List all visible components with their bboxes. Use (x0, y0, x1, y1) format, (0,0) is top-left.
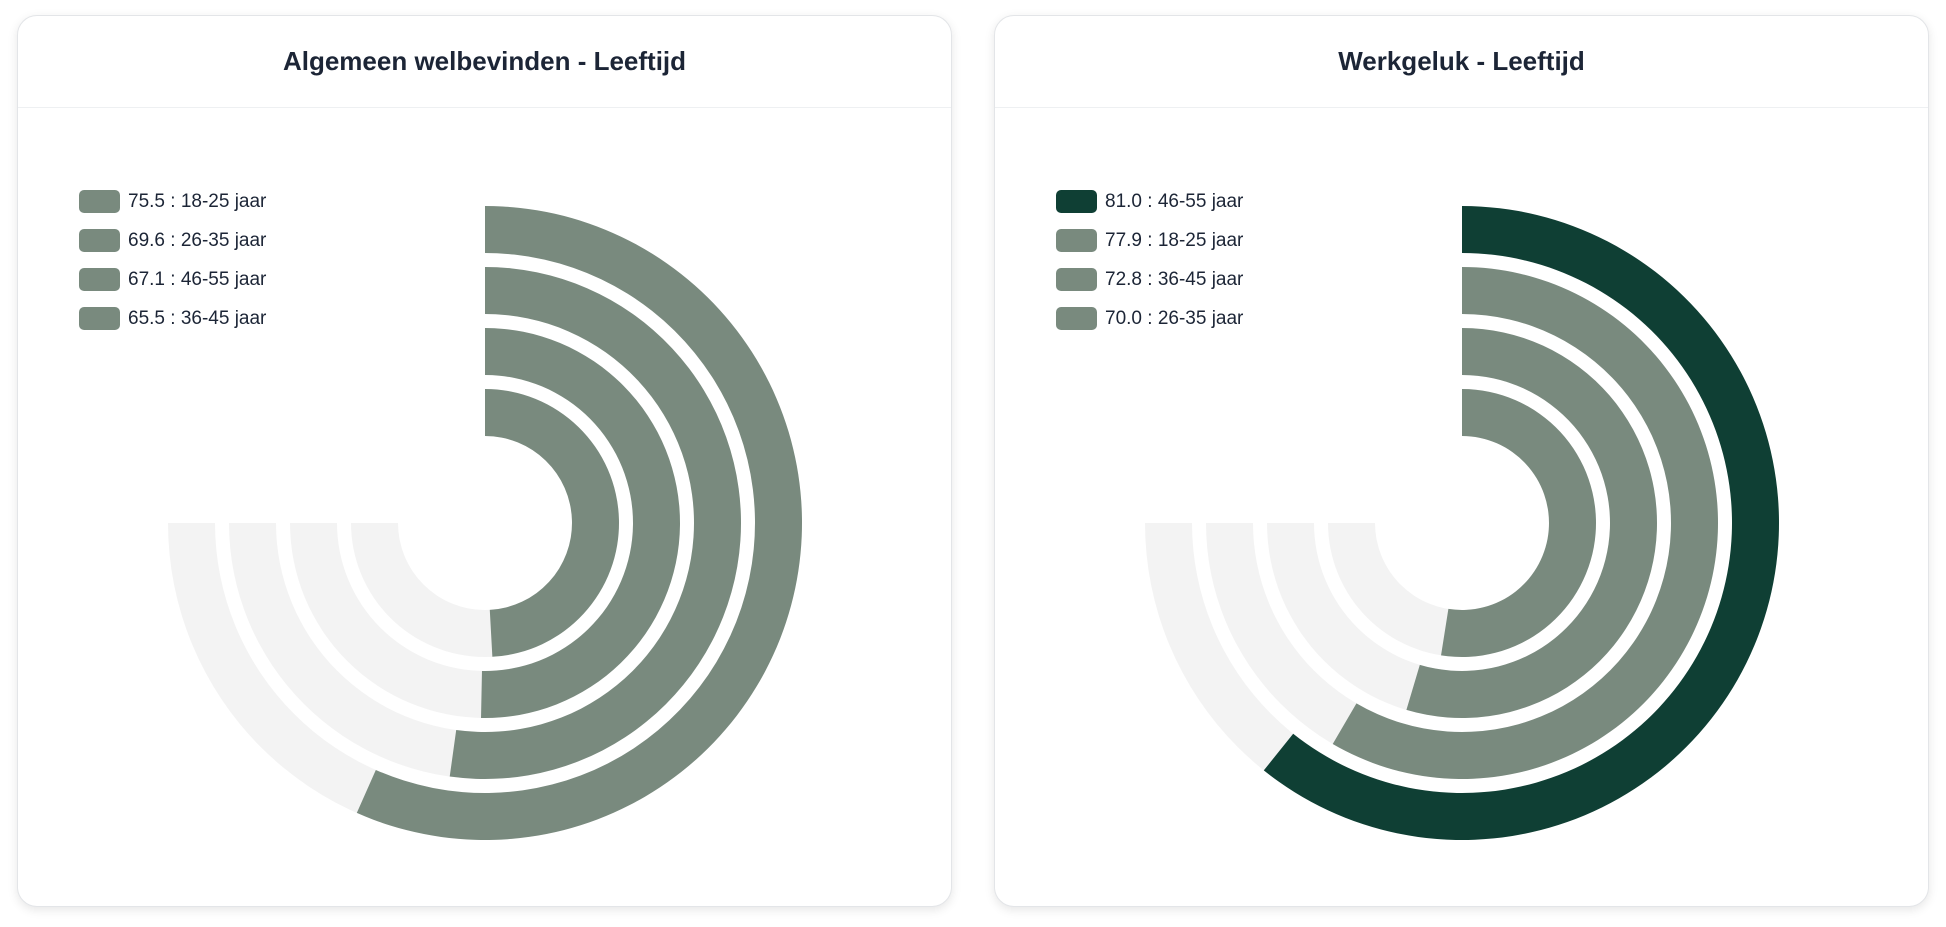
legend-swatch (1056, 307, 1097, 330)
ring-bar-26-35-jaar[interactable] (449, 267, 742, 780)
legend-item[interactable]: 77.9 : 18-25 jaar (1056, 221, 1243, 260)
legend-label: 72.8 : 36-45 jaar (1105, 268, 1244, 290)
legend-swatch (1056, 190, 1097, 213)
legend-label: 77.9 : 18-25 jaar (1105, 229, 1244, 251)
ring-bar-18-25-jaar[interactable] (1332, 267, 1718, 779)
legend-item[interactable]: 65.5 : 36-45 jaar (79, 299, 266, 338)
legend-label: 65.5 : 36-45 jaar (128, 307, 267, 329)
legend-item[interactable]: 81.0 : 46-55 jaar (1056, 182, 1243, 221)
legend-label: 69.6 : 26-35 jaar (128, 229, 267, 251)
legend-label: 67.1 : 46-55 jaar (128, 268, 267, 290)
werkgeluk-card: Werkgeluk - Leeftijd 81.0 : 46-55 jaar 77… (994, 15, 1929, 907)
legend-label: 75.5 : 18-25 jaar (128, 190, 267, 212)
chart-legend: 75.5 : 18-25 jaar 69.6 : 26-35 jaar 67.1 :… (79, 182, 266, 338)
legend-swatch (79, 229, 120, 252)
chart-legend: 81.0 : 46-55 jaar 77.9 : 18-25 jaar 72.8 :… (1056, 182, 1243, 338)
ring-bar-36-45-jaar[interactable] (1406, 328, 1657, 718)
legend-label: 81.0 : 46-55 jaar (1105, 190, 1244, 212)
legend-swatch (1056, 229, 1097, 252)
radial-chart-welbevinden (168, 206, 802, 840)
legend-item[interactable]: 75.5 : 18-25 jaar (79, 182, 266, 221)
legend-item[interactable]: 72.8 : 36-45 jaar (1056, 260, 1243, 299)
radial-chart-werkgeluk (1145, 206, 1779, 840)
welbevinden-card: Algemeen welbevinden - Leeftijd 75.5 : 1… (17, 15, 952, 907)
legend-swatch (79, 190, 120, 213)
legend-label: 70.0 : 26-35 jaar (1105, 307, 1244, 329)
legend-swatch (1056, 268, 1097, 291)
ring-bar-46-55-jaar[interactable] (1263, 206, 1779, 840)
legend-item[interactable]: 70.0 : 26-35 jaar (1056, 299, 1243, 338)
chart-title: Werkgeluk - Leeftijd (1338, 46, 1585, 76)
card-header: Algemeen welbevinden - Leeftijd (18, 16, 951, 108)
legend-swatch (79, 268, 120, 291)
legend-swatch (79, 307, 120, 330)
ring-bar-36-45-jaar[interactable] (485, 389, 619, 657)
legend-item[interactable]: 67.1 : 46-55 jaar (79, 260, 266, 299)
ring-bar-46-55-jaar[interactable] (481, 328, 681, 718)
chart-title: Algemeen welbevinden - Leeftijd (282, 46, 687, 76)
card-header: Werkgeluk - Leeftijd (995, 16, 1928, 108)
ring-bar-26-35-jaar[interactable] (1441, 389, 1597, 657)
legend-item[interactable]: 69.6 : 26-35 jaar (79, 221, 266, 260)
